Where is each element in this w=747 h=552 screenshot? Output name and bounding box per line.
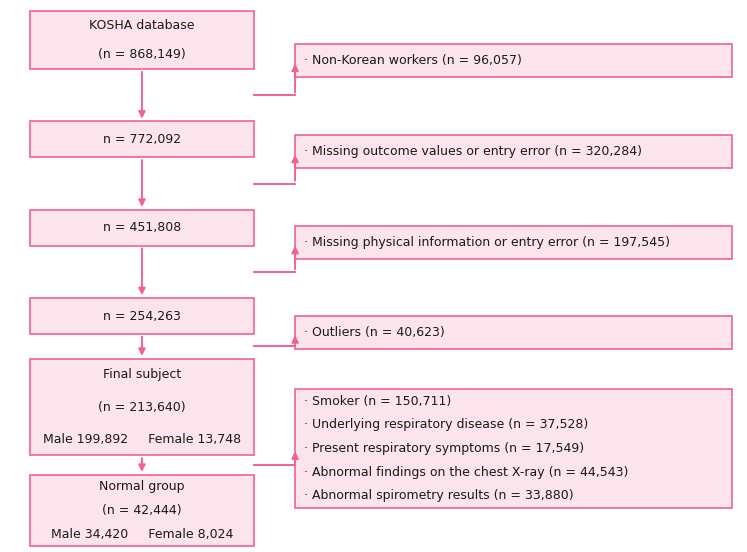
Text: n = 772,092: n = 772,092 [103, 133, 181, 146]
Text: n = 254,263: n = 254,263 [103, 310, 181, 322]
FancyBboxPatch shape [295, 135, 732, 168]
Text: · Present respiratory symptoms (n = 17,549): · Present respiratory symptoms (n = 17,5… [304, 442, 584, 455]
Text: Male 34,420     Female 8,024: Male 34,420 Female 8,024 [51, 528, 233, 541]
FancyBboxPatch shape [295, 316, 732, 349]
FancyBboxPatch shape [295, 226, 732, 259]
FancyBboxPatch shape [30, 359, 254, 455]
Text: · Missing outcome values or entry error (n = 320,284): · Missing outcome values or entry error … [304, 145, 642, 158]
FancyBboxPatch shape [30, 210, 254, 246]
Text: · Outliers (n = 40,623): · Outliers (n = 40,623) [304, 326, 444, 339]
Text: (n = 868,149): (n = 868,149) [98, 48, 186, 61]
FancyBboxPatch shape [30, 298, 254, 334]
FancyBboxPatch shape [30, 475, 254, 546]
Text: Male 199,892     Female 13,748: Male 199,892 Female 13,748 [43, 433, 241, 446]
Text: · Abnormal spirometry results (n = 33,880): · Abnormal spirometry results (n = 33,88… [304, 490, 574, 502]
Text: (n = 213,640): (n = 213,640) [98, 401, 186, 413]
FancyBboxPatch shape [30, 121, 254, 157]
Text: KOSHA database: KOSHA database [89, 19, 195, 32]
Text: n = 451,808: n = 451,808 [103, 221, 181, 234]
Text: · Non-Korean workers (n = 96,057): · Non-Korean workers (n = 96,057) [304, 54, 522, 67]
Text: Final subject: Final subject [103, 368, 181, 381]
FancyBboxPatch shape [30, 11, 254, 69]
Text: Normal group: Normal group [99, 480, 185, 493]
Text: · Underlying respiratory disease (n = 37,528): · Underlying respiratory disease (n = 37… [304, 418, 589, 431]
FancyBboxPatch shape [295, 44, 732, 77]
Text: · Abnormal findings on the chest X-ray (n = 44,543): · Abnormal findings on the chest X-ray (… [304, 466, 628, 479]
Text: · Smoker (n = 150,711): · Smoker (n = 150,711) [304, 395, 451, 407]
Text: · Missing physical information or entry error (n = 197,545): · Missing physical information or entry … [304, 236, 670, 250]
FancyBboxPatch shape [295, 389, 732, 508]
Text: (n = 42,444): (n = 42,444) [102, 504, 182, 517]
